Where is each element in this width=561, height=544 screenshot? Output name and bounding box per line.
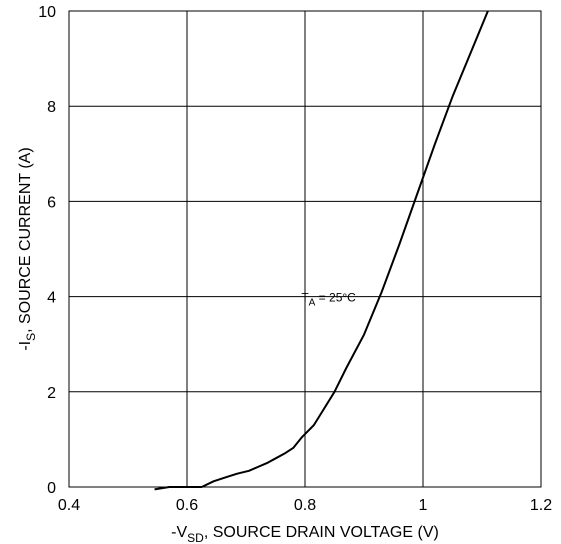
x-tick-label: 0.6 [176,497,198,514]
x-axis-title: -VSD, SOURCE DRAIN VOLTAGE (V) [171,524,439,544]
y-tick-label: 2 [47,385,56,402]
x-tick-label: 0.8 [294,497,316,514]
tick-labels: 0.4 0.6 0.8 1 1.2 0 2 4 6 8 10 [38,4,552,514]
y-tick-label: 10 [38,4,56,21]
series-line [154,10,489,491]
y-tick-label: 6 [47,194,56,211]
y-tick-label: 8 [47,99,56,116]
x-tick-label: 0.4 [58,497,80,514]
x-tick-label: 1 [419,497,428,514]
x-tick-label: 1.2 [530,497,552,514]
y-tick-label: 0 [47,480,56,497]
series-layer [154,10,489,491]
grid [68,10,542,488]
y-axis-title: -IS, SOURCE CURRENT (A) [17,147,38,350]
temperature-annotation: TA = 25°C [301,290,356,308]
y-tick-label: 4 [47,290,56,307]
plot-frame [68,10,542,488]
